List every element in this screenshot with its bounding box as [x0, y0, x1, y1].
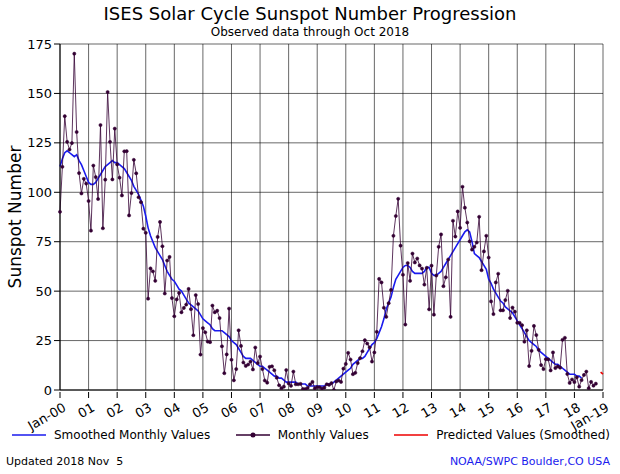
svg-text:Jan-00: Jan-00	[25, 399, 69, 434]
svg-text:04: 04	[161, 400, 183, 421]
svg-text:08: 08	[275, 400, 297, 421]
html-text:NOAA/SWPC Boulder,CO USA: NOAA/SWPC Boulder,CO USA	[449, 455, 610, 468]
svg-text:18: 18	[561, 399, 583, 421]
html-text:Predicted Values (Smoothed): Predicted Values (Smoothed)	[436, 428, 610, 442]
svg-text:10: 10	[332, 400, 354, 421]
svg-text:03: 03	[132, 400, 154, 421]
svg-text:02: 02	[104, 400, 126, 421]
html-text:Smoothed Monthly Values: Smoothed Monthly Values	[54, 428, 211, 442]
svg-text:12: 12	[390, 400, 412, 421]
svg-text:175: 175	[27, 37, 52, 52]
html-text:Updated 2018 Nov 5: Updated 2018 Nov 5	[6, 455, 124, 468]
html-text:Observed data through Oct 2018: Observed data through Oct 2018	[210, 25, 410, 39]
html-text:Sunspot Number: Sunspot Number	[5, 145, 25, 289]
svg-text:75: 75	[35, 234, 52, 249]
svg-text:15: 15	[475, 400, 497, 421]
svg-text:14: 14	[447, 400, 469, 421]
svg-text:100: 100	[27, 185, 52, 200]
svg-text:11: 11	[361, 400, 383, 421]
svg-text:50: 50	[35, 284, 52, 299]
html-text:ISES Solar Cycle Sunspot Numbe: ISES Solar Cycle Sunspot Number Progress…	[103, 3, 517, 24]
svg-text:17: 17	[533, 400, 555, 421]
svg-text:Jan-19: Jan-19	[568, 399, 612, 434]
html-text:Monthly Values: Monthly Values	[277, 428, 369, 442]
svg-text:05: 05	[190, 400, 212, 421]
svg-text:150: 150	[27, 86, 52, 101]
svg-text:13: 13	[418, 400, 440, 421]
svg-text:07: 07	[247, 400, 269, 421]
svg-text:125: 125	[27, 135, 52, 150]
svg-text:16: 16	[504, 400, 526, 421]
svg-text:0: 0	[44, 383, 52, 398]
svg-text:25: 25	[35, 333, 52, 348]
svg-text:09: 09	[304, 400, 326, 421]
svg-text:06: 06	[218, 400, 240, 421]
svg-text:01: 01	[75, 400, 97, 421]
